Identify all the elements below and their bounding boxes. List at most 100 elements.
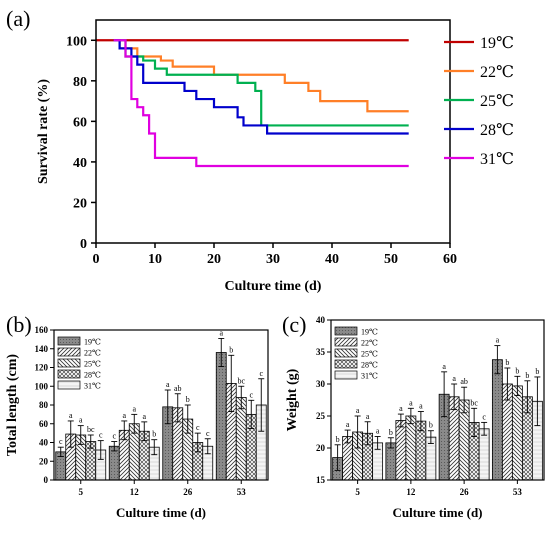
legend-label-a-2: 25℃ [480, 93, 514, 110]
sig-letter-c-1-4: b [429, 421, 433, 430]
y-tick-label-b-3: 60 [39, 419, 49, 429]
y-tick-label-a-0: 0 [80, 237, 87, 252]
legend-swatch-c-0 [334, 326, 358, 336]
sig-letter-b-0-3: bc [87, 425, 95, 434]
sig-letter-b-1-2: a [132, 404, 136, 413]
panel-label-b: (b) [6, 312, 32, 337]
y-tick-label-b-5: 100 [35, 381, 49, 391]
panel-label-a: (a) [6, 6, 30, 31]
y-tick-label-b-4: 80 [39, 400, 49, 410]
legend-label-c-1: 22℃ [361, 339, 378, 348]
sig-letter-b-1-0: c [112, 432, 116, 441]
x-tick-label-c-2: 26 [460, 487, 470, 497]
y-axis-label-b: Total length (cm) [5, 354, 20, 456]
bar-c-1-2 [405, 415, 417, 481]
series-line-1 [113, 39, 409, 113]
series-line-4 [113, 39, 409, 168]
sig-letter-b-1-3: a [142, 412, 146, 421]
sig-letter-c-2-4: c [482, 412, 486, 421]
y-tick-label-a-5: 100 [66, 34, 87, 49]
x-tick-label-a-4: 40 [325, 252, 339, 267]
panel-label-c: (c) [282, 312, 306, 337]
legend-swatch-c-1 [334, 337, 358, 347]
sig-letter-b-1-4: b [152, 430, 156, 439]
bar-b-3-2 [235, 397, 247, 481]
y-tick-label-c-4: 35 [316, 347, 326, 357]
sig-letter-c-3-1: b [505, 358, 509, 367]
x-tick-label-b-1: 12 [130, 487, 140, 497]
x-axis-label-c: Culture time (d) [392, 505, 482, 520]
x-tick-label-c-3: 53 [513, 487, 523, 497]
sig-letter-c-1-0: b [389, 428, 393, 437]
x-tick-label-c-1: 12 [406, 487, 416, 497]
x-tick-label-b-3: 53 [237, 487, 247, 497]
bar-c-3-0 [491, 359, 503, 481]
legend-swatch-b-2 [57, 358, 81, 368]
sig-letter-b-2-3: c [196, 423, 200, 432]
y-tick-label-a-2: 40 [73, 156, 87, 171]
sig-letter-c-2-1: a [452, 374, 456, 383]
y-tick-label-a-1: 20 [73, 196, 87, 211]
legend-swatch-c-3 [334, 359, 358, 369]
legend-swatch-b-0 [57, 336, 81, 346]
y-tick-label-b-6: 120 [35, 363, 49, 373]
x-tick-label-a-3: 30 [266, 252, 280, 267]
x-tick-label-c-0: 5 [355, 487, 360, 497]
y-tick-label-b-8: 160 [35, 325, 49, 335]
sig-letter-b-1-1: a [122, 411, 126, 420]
panel-a: (a) 0 10 20 30 40 50 60 0 20 40 60 80 100 Culture time… [6, 6, 514, 294]
legend-label-b-0: 19℃ [84, 338, 101, 347]
sig-letter-c-2-2: ab [460, 377, 468, 386]
legend-label-b-4: 31℃ [84, 382, 101, 391]
x-tick-label-a-6: 60 [443, 252, 457, 267]
legend-swatch-b-4 [57, 380, 81, 390]
y-tick-label-b-1: 20 [39, 456, 49, 466]
x-axis-label-a: Culture time (d) [225, 279, 322, 294]
sig-letter-c-2-3: bc [470, 398, 478, 407]
legend-swatch-c-2 [334, 348, 358, 358]
y-tick-label-c-0: 15 [316, 475, 326, 485]
sig-letter-c-1-2: a [409, 398, 413, 407]
sig-letter-c-0-1: a [346, 420, 350, 429]
legend-label-c-3: 28℃ [361, 361, 378, 370]
sig-letter-c-0-2: a [356, 406, 360, 415]
x-tick-label-a-0: 0 [93, 252, 100, 267]
legend-label-b-1: 22℃ [84, 349, 101, 358]
legend-label-a-0: 19℃ [480, 35, 514, 52]
sig-letter-c-0-3: a [366, 412, 370, 421]
y-axis-label-c: Weight (g) [285, 368, 300, 431]
sig-letter-c-0-4: a [376, 426, 380, 435]
legend-label-a-1: 22℃ [480, 64, 514, 81]
sig-letter-c-3-2: b [515, 366, 519, 375]
y-tick-label-c-1: 20 [316, 443, 326, 453]
sig-letter-b-3-4: c [259, 369, 263, 378]
x-tick-label-a-1: 10 [148, 252, 162, 267]
legend-swatch-b-1 [57, 347, 81, 357]
y-tick-label-c-2: 25 [316, 411, 326, 421]
bar-c-3-2 [511, 385, 523, 481]
y-tick-label-b-2: 40 [39, 438, 49, 448]
series-line-3 [113, 39, 409, 135]
x-tick-label-a-5: 50 [384, 252, 398, 267]
sig-letter-b-3-0: a [219, 328, 223, 337]
sig-letter-b-0-0: c [59, 437, 63, 446]
sig-letter-b-2-2: b [186, 395, 190, 404]
sig-letter-c-3-3: b [525, 371, 529, 380]
sig-letter-c-2-0: a [442, 362, 446, 371]
sig-letter-b-2-0: a [166, 380, 170, 389]
sig-letter-b-3-1: b [229, 345, 233, 354]
y-axis-label-a: Survival rate (%) [36, 79, 51, 184]
y-tick-label-b-7: 140 [35, 344, 49, 354]
x-tick-label-b-2: 26 [183, 487, 193, 497]
legend-swatch-c-4 [334, 370, 358, 380]
y-tick-label-c-5: 40 [316, 315, 326, 325]
y-tick-label-a-3: 60 [73, 115, 87, 130]
sig-letter-b-3-3: c [249, 390, 253, 399]
legend-label-a-4: 31℃ [480, 151, 514, 168]
sig-letter-b-0-4: c [99, 431, 103, 440]
sig-letter-b-0-2: a [79, 416, 83, 425]
x-tick-label-b-0: 5 [79, 487, 84, 497]
sig-letter-b-2-4: c [206, 429, 210, 438]
